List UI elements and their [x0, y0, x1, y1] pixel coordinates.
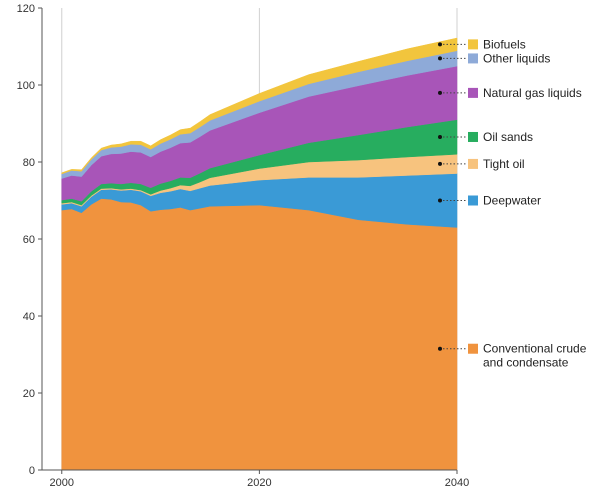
- legend-swatch-2: [468, 87, 478, 98]
- legend-label-1: Other liquids: [483, 51, 550, 65]
- legend-dot-6: [438, 346, 442, 351]
- y-tick-label-100: 100: [17, 80, 35, 92]
- legend-label-3: Oil sands: [483, 130, 533, 144]
- x-tick-label-2040: 2040: [445, 477, 469, 489]
- y-tick-label-120: 120: [17, 3, 35, 15]
- legend-label-6-line2: and condensate: [483, 356, 569, 370]
- legend-swatch-1: [468, 53, 478, 64]
- legend-swatch-0: [468, 39, 478, 50]
- legend-swatch-6: [468, 343, 478, 354]
- legend-dot-0: [438, 42, 442, 47]
- legend-dot-4: [438, 161, 442, 166]
- x-tick-label-2000: 2000: [50, 477, 74, 489]
- y-tick-label-40: 40: [23, 311, 35, 323]
- legend-dot-5: [438, 198, 442, 203]
- legend-label-6: Conventional crude: [483, 342, 587, 356]
- y-tick-label-60: 60: [23, 234, 35, 246]
- legend-dot-2: [438, 90, 442, 95]
- legend-label-5: Deepwater: [483, 194, 541, 208]
- x-tick-label-2020: 2020: [247, 477, 271, 489]
- legend-label-0: Biofuels: [483, 37, 526, 51]
- legend-swatch-4: [468, 158, 478, 169]
- y-tick-label-80: 80: [23, 157, 35, 169]
- area-series-6: [61, 37, 458, 175]
- legend-dot-3: [438, 134, 442, 139]
- y-tick-label-20: 20: [23, 388, 35, 400]
- area-series-0: [61, 198, 458, 471]
- legend-swatch-5: [468, 195, 478, 206]
- legend-swatch-3: [468, 131, 478, 142]
- area-layer: [61, 37, 458, 471]
- y-tick-label-0: 0: [29, 465, 35, 477]
- legend-label-2: Natural gas liquids: [483, 86, 582, 100]
- legend-dot-1: [438, 56, 442, 61]
- legend-label-4: Tight oil: [483, 157, 525, 171]
